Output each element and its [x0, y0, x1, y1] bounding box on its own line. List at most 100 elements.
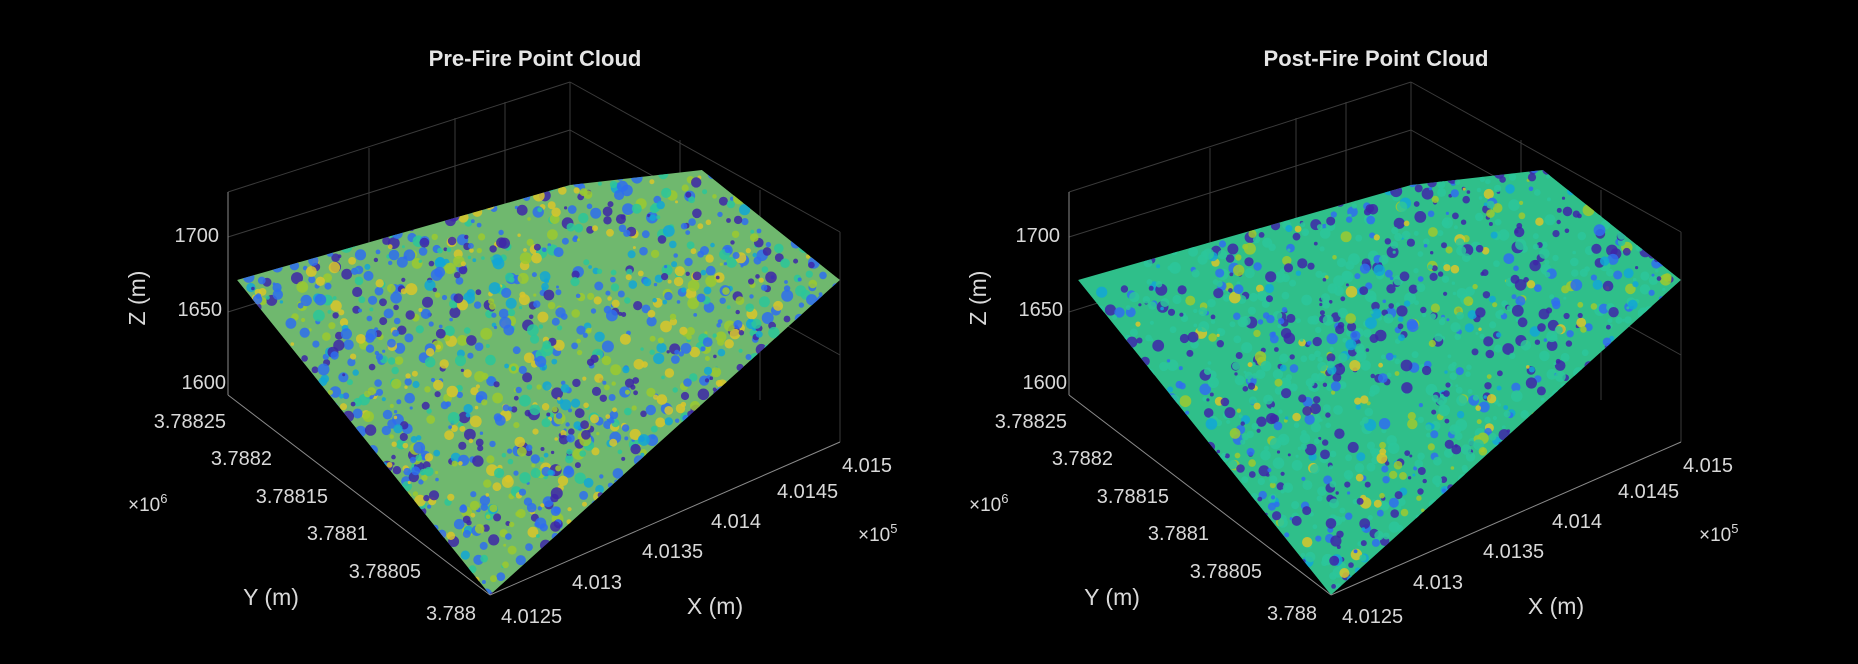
- point-dot: [565, 455, 574, 464]
- point-dot: [730, 130, 740, 140]
- point-dot: [751, 202, 758, 210]
- point-dot: [337, 513, 344, 520]
- point-dot: [382, 106, 393, 117]
- point-dot: [507, 448, 513, 454]
- point-dot: [264, 105, 273, 114]
- point-dot: [1659, 551, 1670, 562]
- point-dot: [724, 246, 731, 253]
- point-dot: [645, 496, 656, 508]
- point-dot: [1127, 247, 1133, 254]
- point-dot: [258, 188, 267, 197]
- point-dot: [1133, 377, 1137, 380]
- point-dot: [250, 150, 260, 160]
- point-dot: [808, 347, 813, 352]
- point-dot: [1270, 220, 1281, 231]
- point-dot: [1496, 133, 1503, 140]
- point-dot: [1299, 201, 1310, 213]
- point-dot: [1623, 447, 1629, 453]
- point-dot: [1488, 295, 1496, 303]
- point-dot: [286, 516, 291, 520]
- y-tick: 3.788: [426, 603, 476, 625]
- point-dot: [1110, 110, 1122, 122]
- point-dot: [1515, 296, 1526, 306]
- point-dot: [1659, 148, 1664, 153]
- point-dot: [719, 134, 731, 146]
- point-dot: [772, 115, 777, 120]
- point-dot: [617, 290, 625, 298]
- point-dot: [724, 339, 734, 349]
- point-dot: [455, 355, 466, 367]
- point-dot: [1078, 299, 1086, 308]
- point-dot: [276, 556, 285, 565]
- point-dot: [1295, 270, 1302, 276]
- point-dot: [1589, 591, 1596, 595]
- point-dot: [1140, 509, 1147, 516]
- point-dot: [1280, 489, 1285, 494]
- point-dot: [1652, 203, 1659, 210]
- point-dot: [566, 434, 575, 443]
- point-dot: [558, 434, 569, 445]
- point-dot: [1460, 170, 1472, 172]
- point-dot: [298, 436, 302, 440]
- point-dot: [483, 138, 488, 143]
- point-dot: [377, 483, 384, 491]
- point-dot: [1110, 202, 1114, 207]
- point-dot: [1288, 577, 1293, 582]
- point-dot: [1078, 384, 1080, 392]
- point-dot: [538, 163, 543, 168]
- point-dot: [1648, 289, 1655, 296]
- point-dot: [1134, 471, 1139, 477]
- point-dot: [1216, 340, 1225, 348]
- point-dot: [1446, 593, 1458, 595]
- point-dot: [424, 561, 432, 569]
- point-dot: [1542, 429, 1552, 439]
- point-dot: [798, 552, 808, 562]
- point-dot: [1233, 264, 1245, 276]
- point-dot: [823, 387, 832, 396]
- point-dot: [827, 201, 833, 207]
- point-dot: [1371, 301, 1380, 311]
- point-dot: [443, 567, 454, 578]
- point-dot: [1244, 203, 1248, 207]
- point-dot: [1188, 246, 1199, 257]
- point-dot: [820, 172, 833, 185]
- point-dot: [1187, 551, 1193, 556]
- point-dot: [283, 517, 287, 521]
- point-dot: [299, 239, 308, 247]
- point-dot: [1220, 479, 1231, 490]
- point-dot: [1533, 564, 1546, 577]
- point-dot: [571, 270, 580, 279]
- point-dot: [1494, 170, 1505, 179]
- point-dot: [315, 398, 324, 408]
- point-dot: [443, 335, 451, 342]
- point-dot: [789, 349, 796, 356]
- point-dot: [1626, 562, 1631, 566]
- point-dot: [271, 261, 283, 273]
- point-dot: [578, 212, 589, 224]
- point-dot: [1468, 509, 1475, 517]
- point-dot: [1148, 301, 1157, 310]
- point-dot: [789, 561, 800, 572]
- point-dot: [1417, 452, 1425, 461]
- y-tick: 3.78805: [349, 561, 421, 583]
- point-dot: [1658, 507, 1670, 519]
- point-dot: [1289, 364, 1299, 373]
- point-dot: [713, 124, 716, 127]
- point-dot: [756, 442, 768, 455]
- point-dot: [1096, 330, 1108, 342]
- point-dot: [1257, 290, 1268, 302]
- point-dot: [1603, 415, 1611, 424]
- point-dot: [1186, 349, 1194, 357]
- point-dot: [818, 250, 829, 261]
- point-dot: [689, 507, 695, 513]
- point-dot: [364, 424, 377, 436]
- point-dot: [1274, 136, 1279, 141]
- point-dot: [827, 259, 838, 269]
- point-dot: [1621, 526, 1625, 531]
- point-dot: [560, 532, 566, 539]
- point-dot: [1149, 197, 1157, 205]
- point-dot: [1125, 571, 1137, 583]
- point-dot: [518, 365, 527, 375]
- point-dot: [1515, 238, 1527, 250]
- point-dot: [1063, 136, 1073, 146]
